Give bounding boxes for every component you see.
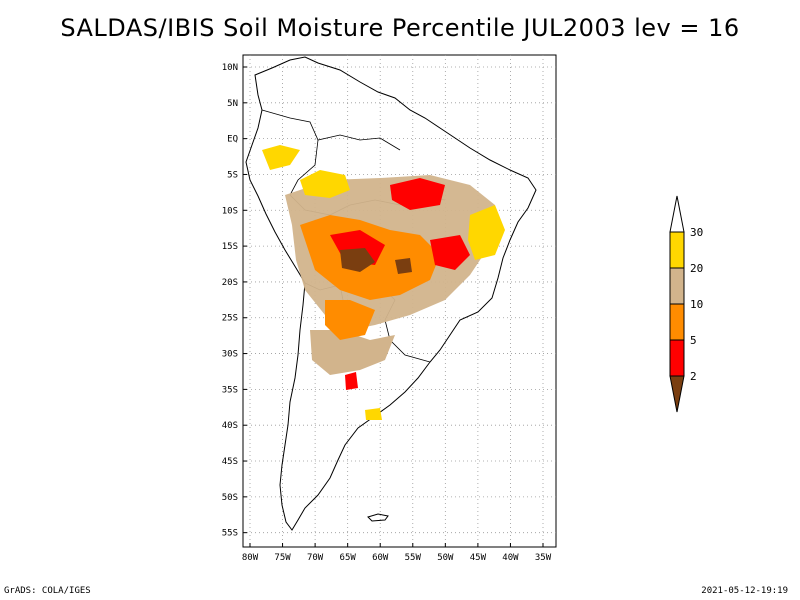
patch-gold-northwest [262,145,300,170]
lat-tick-label: 5N [227,99,238,109]
footer-credit: GrADS: COLA/IGES [4,586,91,596]
patch-red [390,178,445,210]
patch-red-argentina [345,372,358,390]
lat-tick-label: 20S [222,278,238,288]
lon-tick-label: 45W [470,553,487,563]
chart-title: SALDAS/IBIS Soil Moisture Percentile JUL… [60,14,740,42]
patch-gold-north [300,170,350,198]
legend-swatch [669,303,685,341]
lon-tick-label: 65W [340,553,357,563]
legend-swatch [669,231,685,269]
lon-tick-label: 40W [502,553,519,563]
patch-orange-south [325,300,375,340]
footer-timestamp: 2021-05-12-19:19 [701,586,788,596]
patch-brown-east [395,258,412,274]
soil-moisture-patches [262,145,505,420]
legend-tick-label: 30 [690,226,703,239]
legend-tick-label: 2 [690,370,697,383]
colorbar-legend: 30 20 10 5 2 [669,195,703,413]
lon-tick-label: 70W [307,553,324,563]
legend-arrow-top [669,195,685,233]
longitude-labels: 80W 75W 70W 65W 60W 55W 50W 45W 40W 35W [242,543,552,563]
patch-brown [340,248,375,272]
latitude-labels: 10N 5N EQ 5S 10S 15S 20S 25S 30S 35S 40S 45S 50S 55S [222,63,247,539]
patch-tan-south [310,330,395,375]
lat-tick-label: 15S [222,242,238,252]
patch-red-east [430,235,470,270]
legend-arrow-bottom [669,375,685,413]
lon-tick-label: 80W [242,553,259,563]
lon-tick-label: 60W [372,553,389,563]
legend-swatch [669,339,685,377]
lat-tick-label: 40S [222,421,238,431]
lon-tick-label: 35W [535,553,552,563]
lat-tick-label: 35S [222,385,238,395]
lon-tick-label: 75W [274,553,291,563]
lat-tick-label: 10S [222,206,238,216]
lat-tick-label: EQ [227,135,238,145]
lat-tick-label: 25S [222,314,238,324]
legend-tick-label: 20 [690,262,703,275]
legend-tick-label: 10 [690,298,703,311]
lat-tick-label: 45S [222,457,238,467]
patch-gold-east [468,205,505,260]
lon-tick-label: 55W [405,553,422,563]
lat-tick-label: 55S [222,529,238,539]
legend-tick-label: 5 [690,334,697,347]
patch-gold-south [365,408,382,420]
lon-tick-label: 50W [437,553,454,563]
legend-swatch [669,267,685,305]
lat-tick-label: 5S [227,170,238,180]
lat-tick-label: 50S [222,493,238,503]
lat-tick-label: 30S [222,350,238,360]
falkland-islands [367,513,389,522]
lat-tick-label: 10N [222,63,238,73]
